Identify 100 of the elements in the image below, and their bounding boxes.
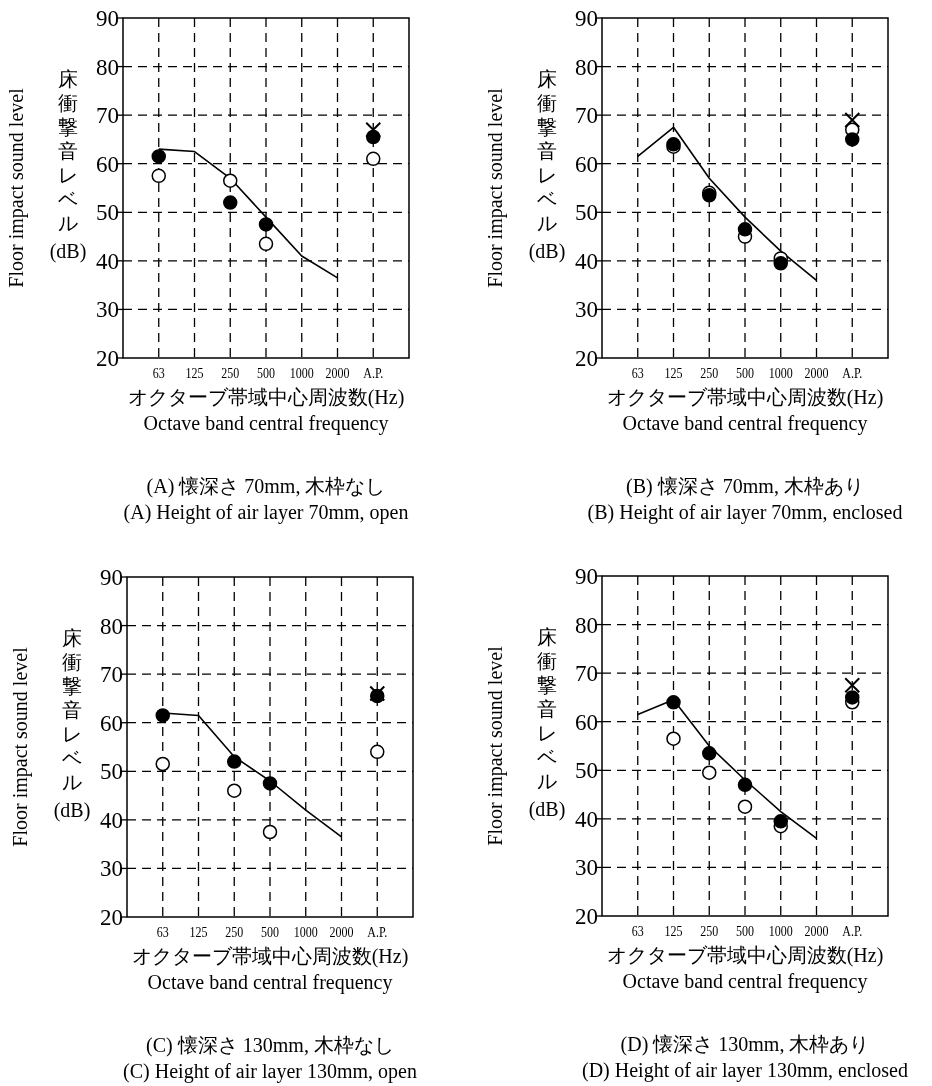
text: (C) 懐深さ 130mm, 木枠なし xyxy=(146,1034,394,1057)
y-tick-label: 60 xyxy=(575,709,598,735)
y-axis-title: Floor impact sound level xyxy=(484,645,507,846)
y-tick-label: 70 xyxy=(575,103,598,129)
point xyxy=(155,756,170,772)
point xyxy=(155,708,170,723)
point xyxy=(366,151,381,167)
x-tick-label: 500 xyxy=(736,922,755,940)
x-tick-label: 125 xyxy=(185,364,204,382)
x-axis-title: オクターブ帯域中心周波数(Hz) Octave band central frequency xyxy=(127,386,405,435)
x-tick-label: 1000 xyxy=(289,364,314,382)
x-axis-title: オクターブ帯域中心周波数(Hz) Octave band central frequency xyxy=(606,386,884,435)
y-tick-label: 20 xyxy=(96,346,119,371)
y-tick-label: 40 xyxy=(575,248,598,274)
text: (A) 懐深さ 70mm, 木枠なし xyxy=(146,475,386,498)
y-tick-label: 90 xyxy=(96,6,119,31)
text: (C) Height of air layer 130mm, open xyxy=(123,1060,417,1083)
y-tick-label: 20 xyxy=(575,346,598,371)
point xyxy=(845,132,860,147)
y-tick-label: 90 xyxy=(575,6,598,31)
point xyxy=(666,695,681,710)
point xyxy=(223,173,238,188)
x-tick-label: 250 xyxy=(225,923,244,941)
text: 床衝撃音レベル(dB) xyxy=(528,626,566,821)
y-tick-label: 60 xyxy=(100,710,123,736)
y-tick-label: 90 xyxy=(575,564,598,589)
x-tick-label: 250 xyxy=(221,364,240,382)
y-axis-title: Floor impact sound level xyxy=(5,87,28,288)
x-tick-label: 63 xyxy=(631,922,644,940)
point xyxy=(262,824,278,840)
x-tick-label: 1000 xyxy=(768,922,793,940)
y-tick-label: 90 xyxy=(100,565,123,590)
x-tick-label: 250 xyxy=(700,922,719,940)
point xyxy=(227,783,242,798)
y-tick-label: 40 xyxy=(575,806,598,832)
point xyxy=(258,217,274,232)
y-tick-label: 40 xyxy=(96,248,119,274)
x-tick-label: 125 xyxy=(189,923,208,941)
x-tick-label: A.P. xyxy=(842,364,863,382)
point xyxy=(773,256,788,271)
x-tick-label: A.P. xyxy=(842,922,863,940)
text: (D) 懐深さ 130mm, 木枠あり xyxy=(620,1033,870,1056)
x-tick-label: 63 xyxy=(152,364,165,382)
y-tick-label: 70 xyxy=(100,662,123,688)
text: (A) Height of air layer 70mm, open xyxy=(123,501,409,524)
y-tick-label: 50 xyxy=(96,200,119,226)
text: 床衝撃音レベル(dB) xyxy=(53,627,91,822)
y-tick-label: 30 xyxy=(575,855,598,881)
x-tick-label: 1000 xyxy=(293,923,318,941)
y-tick-label: 70 xyxy=(96,103,119,129)
x-tick-label: 500 xyxy=(257,364,276,382)
text: (B) Height of air layer 70mm, enclosed xyxy=(587,501,903,524)
point xyxy=(737,222,753,237)
y-axis-title: Floor impact sound level xyxy=(484,87,507,288)
x-axis-title: オクターブ帯域中心周波数(Hz) Octave band central frequency xyxy=(606,944,884,993)
y-tick-label: 50 xyxy=(575,200,598,226)
y-tick-label: 80 xyxy=(100,613,123,639)
x-tick-label: 63 xyxy=(631,364,644,382)
x-tick-label: 2000 xyxy=(804,922,829,940)
point xyxy=(227,754,242,769)
y-tick-label: 20 xyxy=(575,904,598,929)
x-tick-label: 63 xyxy=(156,923,169,941)
y-tick-label: 20 xyxy=(100,905,123,930)
y-axis-title: Floor impact sound level xyxy=(9,646,32,847)
y-tick-label: 30 xyxy=(100,856,123,882)
point xyxy=(702,765,717,780)
point xyxy=(151,149,166,164)
y-tick-label: 30 xyxy=(575,297,598,323)
text: (D) Height of air layer 130mm, enclosed xyxy=(581,1059,909,1082)
x-tick-label: 1000 xyxy=(768,364,793,382)
x-tick-label: 125 xyxy=(664,922,683,940)
y-tick-label: 80 xyxy=(575,612,598,638)
y-tick-label: 50 xyxy=(575,758,598,784)
point xyxy=(258,236,274,252)
x-tick-label: 2000 xyxy=(325,364,350,382)
point xyxy=(262,776,278,791)
y-tick-label: 40 xyxy=(100,807,123,833)
text: (B) 懐深さ 70mm, 木枠あり xyxy=(626,475,864,498)
point xyxy=(370,744,385,760)
y-tick-label: 80 xyxy=(96,54,119,80)
x-tick-label: 2000 xyxy=(329,923,354,941)
x-tick-label: 500 xyxy=(261,923,280,941)
x-axis-title: オクターブ帯域中心周波数(Hz) Octave band central frequency xyxy=(131,945,409,994)
y-tick-label: 30 xyxy=(96,297,119,323)
text: 床衝撃音レベル(dB) xyxy=(528,68,566,263)
point xyxy=(702,746,717,761)
point xyxy=(666,731,681,746)
point xyxy=(845,690,860,705)
x-tick-label: A.P. xyxy=(367,923,388,941)
point xyxy=(223,195,238,210)
y-tick-label: 50 xyxy=(100,759,123,785)
point xyxy=(737,799,753,814)
x-tick-label: 250 xyxy=(700,364,719,382)
text: 床衝撃音レベル(dB) xyxy=(49,68,87,263)
x-tick-label: 125 xyxy=(664,364,683,382)
y-tick-label: 80 xyxy=(575,54,598,80)
y-tick-label: 70 xyxy=(575,661,598,687)
y-tick-label: 60 xyxy=(96,151,119,177)
point xyxy=(151,168,166,184)
y-tick-label: 60 xyxy=(575,151,598,177)
